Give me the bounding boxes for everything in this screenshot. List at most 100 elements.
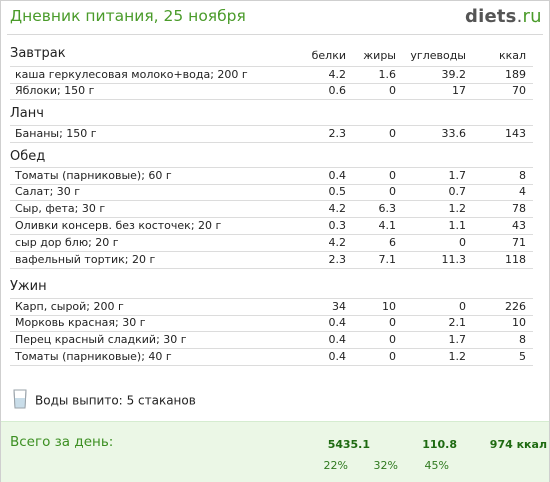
page-title: Дневник питания, 25 ноября [10, 7, 246, 25]
food-name: Салат; 30 г [15, 185, 81, 198]
food-protein: 0.4 [328, 333, 347, 346]
total-fat-pct: 32% [373, 459, 398, 472]
column-header-kcal: ккал [498, 49, 526, 62]
column-header-carbs: углеводы [410, 49, 466, 62]
food-fat: 1.6 [378, 68, 397, 81]
food-carbs: 0.7 [448, 185, 467, 198]
food-kcal: 5 [519, 350, 526, 363]
food-name: Томаты (парниковые); 60 г [15, 169, 172, 182]
food-row: каша геркулесовая молоко+вода; 200 г 4.2… [10, 66, 533, 84]
food-kcal: 143 [505, 127, 526, 140]
total-protein-pct: 22% [323, 459, 348, 472]
food-fat: 6 [389, 236, 396, 249]
food-row: сыр дор блю; 20 г 4.2 6 0 71 [10, 235, 533, 252]
food-name: Бананы; 150 г [15, 127, 97, 140]
water-value: 5 стаканов [126, 393, 196, 408]
food-kcal: 8 [519, 333, 526, 346]
food-row: Бананы; 150 г 2.3 0 33.6 143 [10, 125, 533, 143]
total-label: Всего за день: [10, 434, 114, 450]
total-fat: 35.1 [342, 438, 370, 451]
food-row: Оливки консерв. без косточек; 20 г 0.3 4… [10, 218, 533, 235]
food-fat: 0 [389, 333, 396, 346]
food-carbs: 1.2 [448, 350, 467, 363]
food-row: Яблоки; 150 г 0.6 0 17 70 [10, 83, 533, 100]
food-name: Морковь красная; 30 г [15, 316, 146, 329]
food-kcal: 8 [519, 169, 526, 182]
daily-total: Всего за день: 54 35.1 110.8 974 ккал 22… [1, 421, 549, 482]
food-row: Морковь красная; 30 г 0.4 0 2.1 10 [10, 315, 533, 332]
food-carbs: 2.1 [448, 316, 467, 329]
food-kcal: 4 [519, 185, 526, 198]
food-kcal: 226 [505, 300, 526, 313]
food-row: Перец красный сладкий; 30 г 0.4 0 1.7 8 [10, 332, 533, 349]
food-fat: 0 [389, 127, 396, 140]
total-carbs-pct: 45% [424, 459, 449, 472]
water-label: Воды выпито: [35, 393, 123, 408]
food-protein: 4.2 [328, 202, 347, 215]
food-carbs: 33.6 [441, 127, 467, 140]
food-name: сыр дор блю; 20 г [15, 236, 119, 249]
food-carbs: 1.2 [448, 202, 467, 215]
food-fat: 10 [382, 300, 396, 313]
food-name: каша геркулесовая молоко+вода; 200 г [15, 68, 248, 81]
header-divider [7, 34, 543, 35]
food-row: Салат; 30 г 0.5 0 0.7 4 [10, 184, 533, 201]
food-row: вафельный тортик; 20 г 2.3 7.1 11.3 118 [10, 252, 533, 269]
food-carbs: 39.2 [441, 68, 467, 81]
logo-main: diets [465, 6, 517, 27]
food-carbs: 17 [452, 84, 466, 97]
column-header-protein: белки [311, 49, 346, 62]
food-fat: 0 [389, 169, 396, 182]
total-kcal: 974 ккал [489, 438, 547, 451]
food-name: вафельный тортик; 20 г [15, 253, 156, 266]
food-protein: 0.3 [328, 219, 347, 232]
site-logo[interactable]: diets.ru [465, 6, 542, 27]
food-name: Яблоки; 150 г [15, 84, 95, 97]
meal-title-dinner: Обед [10, 149, 46, 164]
food-row: Карп, сырой; 200 г 34 10 0 226 [10, 298, 533, 316]
food-fat: 0 [389, 350, 396, 363]
total-protein: 54 [327, 438, 343, 451]
food-kcal: 10 [512, 316, 526, 329]
food-row: Томаты (парниковые); 60 г 0.4 0 1.7 8 [10, 167, 533, 185]
total-carbs: 110.8 [422, 438, 457, 451]
food-name: Томаты (парниковые); 40 г [15, 350, 172, 363]
food-kcal: 189 [505, 68, 526, 81]
food-kcal: 78 [512, 202, 526, 215]
food-kcal: 43 [512, 219, 526, 232]
water-intake: Воды выпито: 5 стаканов [13, 389, 196, 412]
food-protein: 34 [332, 300, 346, 313]
logo-dot: . [516, 6, 523, 27]
food-row: Сыр, фета; 30 г 4.2 6.3 1.2 78 [10, 201, 533, 218]
food-name: Карп, сырой; 200 г [15, 300, 124, 313]
food-carbs: 0 [459, 300, 466, 313]
food-fat: 6.3 [378, 202, 397, 215]
food-protein: 4.2 [328, 236, 347, 249]
food-carbs: 11.3 [441, 253, 467, 266]
food-name: Перец красный сладкий; 30 г [15, 333, 187, 346]
food-protein: 0.4 [328, 316, 347, 329]
water-glass-icon [13, 389, 27, 412]
column-header-fat: жиры [363, 49, 396, 62]
food-protein: 0.5 [328, 185, 347, 198]
food-fat: 0 [389, 84, 396, 97]
meal-title-lunch: Ланч [10, 106, 44, 121]
food-kcal: 70 [512, 84, 526, 97]
meal-title-breakfast: Завтрак [10, 46, 66, 61]
food-row: Томаты (парниковые); 40 г 0.4 0 1.2 5 [10, 349, 533, 366]
logo-tld: ru [522, 6, 542, 27]
food-fat: 7.1 [378, 253, 397, 266]
food-fat: 4.1 [378, 219, 397, 232]
food-carbs: 1.7 [448, 333, 467, 346]
food-carbs: 1.7 [448, 169, 467, 182]
food-name: Сыр, фета; 30 г [15, 202, 106, 215]
food-kcal: 71 [512, 236, 526, 249]
food-protein: 0.4 [328, 169, 347, 182]
food-protein: 0.6 [328, 84, 347, 97]
food-protein: 2.3 [328, 127, 347, 140]
food-carbs: 0 [459, 236, 466, 249]
food-fat: 0 [389, 316, 396, 329]
meal-title-supper: Ужин [10, 279, 47, 294]
food-kcal: 118 [505, 253, 526, 266]
